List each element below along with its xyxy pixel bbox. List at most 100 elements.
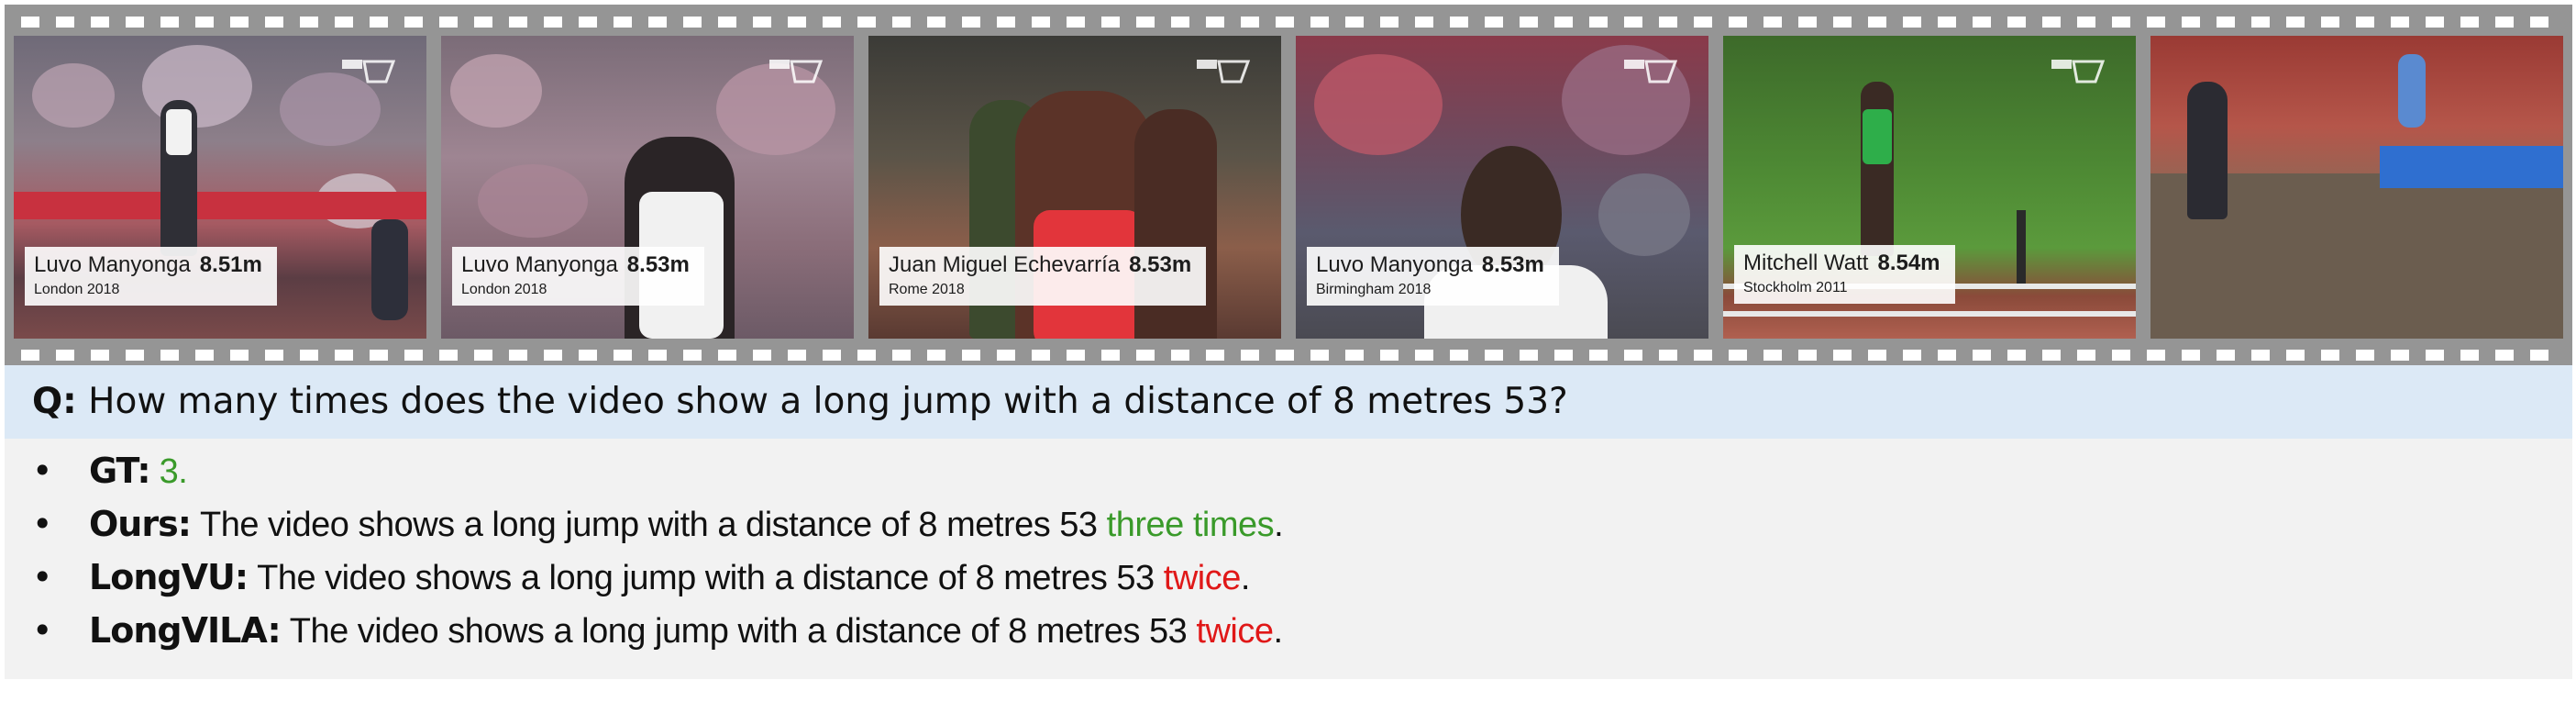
sprocket-hole	[2356, 17, 2374, 28]
sprocket-hole	[160, 17, 179, 28]
sprocket-hole	[997, 350, 1015, 361]
frame-caption: Luvo Manyonga 8.51m London 2018	[25, 247, 277, 306]
sprocket-hole	[2112, 17, 2130, 28]
sprocket-hole	[788, 350, 806, 361]
video-frame-3: Juan Miguel Echevarría 8.53m Rome 2018	[868, 36, 1281, 339]
jump-distance: 8.53m	[1129, 252, 1192, 277]
sprocket-hole	[370, 17, 388, 28]
sprocket-hole	[1415, 17, 1433, 28]
sprocket-hole	[1938, 17, 1956, 28]
sprocket-hole	[1171, 17, 1189, 28]
sprocket-hole	[1833, 350, 1852, 361]
sprocket-hole	[2356, 350, 2374, 361]
sprocket-hole	[683, 17, 702, 28]
camera-tripod	[2017, 210, 2026, 284]
sprocket-hole	[2042, 350, 2061, 361]
frame-6-image	[2150, 36, 2563, 339]
sprocket-hole	[2147, 17, 2165, 28]
sprocket-hole	[2530, 17, 2548, 28]
frame-caption: Luvo Manyonga 8.53m London 2018	[452, 247, 704, 306]
sprocket-hole	[474, 350, 492, 361]
sprocket-hole	[1833, 17, 1852, 28]
sprocket-hole	[1415, 350, 1433, 361]
sprocket-hole	[2217, 17, 2235, 28]
video-frame-1: Luvo Manyonga 8.51m London 2018	[14, 36, 426, 339]
sprocket-hole	[2251, 17, 2270, 28]
question-text: How many times does the video show a lon…	[88, 381, 1568, 422]
sprocket-hole	[300, 350, 318, 361]
answer-tail: .	[1273, 612, 1283, 651]
sprocket-hole	[404, 17, 423, 28]
sprocket-hole	[1659, 350, 1677, 361]
sprocket-hole	[1798, 350, 1817, 361]
sprocket-hole	[823, 17, 841, 28]
answer-label: GT:	[89, 451, 151, 491]
sprocket-hole	[1589, 350, 1608, 361]
sprocket-hole	[1241, 350, 1259, 361]
event-location: Birmingham 2018	[1316, 282, 1432, 297]
sprocket-hole	[56, 17, 74, 28]
answer-tail: .	[1240, 559, 1251, 597]
sprocket-hole	[2286, 17, 2305, 28]
sprocket-hole	[1241, 17, 1259, 28]
sprocket-hole	[1554, 350, 1573, 361]
sprocket-hole	[56, 350, 74, 361]
sprocket-hole	[2391, 350, 2409, 361]
sprocket-hole	[1903, 17, 1921, 28]
sprocket-hole	[2007, 17, 2026, 28]
jump-distance: 8.53m	[1481, 252, 1544, 277]
iaaf-diamond-league-logo	[769, 60, 823, 84]
film-sprocket-holes-bottom	[5, 350, 2572, 361]
sprocket-hole	[1032, 350, 1050, 361]
sprocket-hole	[2460, 17, 2479, 28]
sprocket-hole	[648, 17, 667, 28]
answer-label: LongVU:	[89, 557, 249, 597]
sprocket-hole	[1345, 350, 1364, 361]
sprocket-hole	[2391, 17, 2409, 28]
sprocket-hole	[544, 350, 562, 361]
sprocket-hole	[1310, 350, 1329, 361]
sprocket-hole	[1938, 350, 1956, 361]
sprocket-hole	[683, 350, 702, 361]
sprocket-hole	[1276, 350, 1294, 361]
athlete-name: Luvo Manyonga	[461, 252, 618, 277]
sprocket-hole	[2426, 17, 2444, 28]
sprocket-hole	[1729, 350, 1747, 361]
sprocket-hole	[21, 17, 39, 28]
film-strip: Luvo Manyonga 8.51m London 2018	[5, 5, 2572, 365]
sprocket-hole	[509, 17, 527, 28]
sprocket-hole	[230, 17, 249, 28]
video-frame-4: Luvo Manyonga 8.53m Birmingham 2018	[1296, 36, 1708, 339]
sprocket-hole	[1763, 350, 1782, 361]
event-location: Rome 2018	[889, 282, 965, 297]
sprocket-hole	[91, 17, 109, 28]
sprocket-hole	[195, 17, 214, 28]
figure: Luvo Manyonga 8.51m London 2018	[5, 0, 2572, 702]
sprocket-hole	[1589, 17, 1608, 28]
answer-highlight: twice	[1163, 559, 1242, 597]
sprocket-hole	[1520, 17, 1538, 28]
sprocket-hole	[892, 17, 911, 28]
sprocket-hole	[2147, 350, 2165, 361]
jump-distance: 8.53m	[626, 252, 690, 277]
sprocket-hole	[614, 350, 632, 361]
sprocket-hole	[230, 350, 249, 361]
athlete-name: Luvo Manyonga	[34, 252, 191, 277]
sprocket-hole	[1101, 350, 1120, 361]
sprocket-hole	[1868, 17, 1886, 28]
iaaf-diamond-league-logo	[1197, 60, 1250, 84]
sprocket-hole	[823, 350, 841, 361]
sprocket-hole	[300, 17, 318, 28]
frame-caption: Luvo Manyonga 8.53m Birmingham 2018	[1307, 247, 1559, 306]
sprocket-hole	[1763, 17, 1782, 28]
sprocket-hole	[474, 17, 492, 28]
athlete-name: Luvo Manyonga	[1316, 252, 1473, 277]
athlete-figure	[2187, 82, 2228, 219]
event-location: Stockholm 2011	[1743, 280, 1848, 295]
sprocket-hole	[2426, 350, 2444, 361]
sprocket-hole	[2217, 350, 2235, 361]
sprocket-hole	[1798, 17, 1817, 28]
question-prefix: Q:	[32, 381, 77, 422]
sprocket-hole	[579, 350, 597, 361]
answer-text: The video shows a long jump with a dista…	[289, 612, 1188, 651]
